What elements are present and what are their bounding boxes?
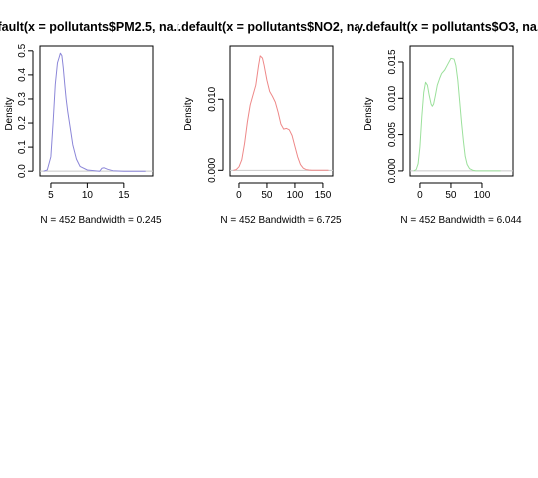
y-tick-label: 0.2 xyxy=(17,116,28,130)
y-tick-label: 0.005 xyxy=(387,122,398,147)
chart-title: density.default(x = pollutants$PM2.5, na… xyxy=(0,20,245,34)
y-axis-title: Density xyxy=(363,97,374,130)
x-tick-label: 10 xyxy=(82,190,94,201)
x-tick-label: 150 xyxy=(315,190,332,201)
density-curve xyxy=(413,57,501,172)
x-axis: 0 50 100 150 xyxy=(236,182,332,201)
y-tick-label: 0.4 xyxy=(17,68,28,82)
y-tick-label: 0.010 xyxy=(387,85,398,110)
x-tick-label: 0 xyxy=(236,190,242,201)
y-axis: 0.000 0.010 xyxy=(207,86,224,183)
y-tick-label: 0.5 xyxy=(17,43,28,57)
density-curve xyxy=(43,52,146,172)
y-axis-title: Density xyxy=(183,97,194,130)
x-tick-label: 50 xyxy=(445,190,457,201)
plot-frame xyxy=(39,45,154,177)
y-axis-title: Density xyxy=(4,97,15,130)
chart-title: density.default(x = pollutants$O3, na.rm… xyxy=(319,20,538,34)
plot-frame xyxy=(229,45,334,177)
x-tick-label: 100 xyxy=(287,190,304,201)
y-tick-label: 0.0 xyxy=(17,164,28,178)
x-tick-label: 0 xyxy=(417,190,423,201)
x-axis-subtitle: N = 452 Bandwidth = 0.245 xyxy=(40,215,162,226)
density-panel-2: density.default(x = pollutants$NO2, na.r… xyxy=(135,20,433,226)
plot-frame xyxy=(409,45,514,177)
y-tick-label: 0.000 xyxy=(387,158,398,183)
x-tick-label: 100 xyxy=(474,190,491,201)
x-axis: 5 10 15 xyxy=(48,182,130,201)
y-tick-label: 0.3 xyxy=(17,92,28,106)
y-axis: 0.0 0.1 0.2 0.3 0.4 0.5 xyxy=(17,43,34,178)
x-tick-label: 5 xyxy=(48,190,54,201)
x-axis-subtitle: N = 452 Bandwidth = 6.725 xyxy=(220,215,342,226)
chart-title: density.default(x = pollutants$NO2, na.r… xyxy=(135,20,433,34)
y-tick-label: 0.010 xyxy=(207,86,218,111)
density-curve xyxy=(233,55,329,171)
y-tick-label: 0.000 xyxy=(207,157,218,182)
x-tick-label: 15 xyxy=(118,190,130,201)
density-panel-3: density.default(x = pollutants$O3, na.rm… xyxy=(319,20,538,226)
x-axis: 0 50 100 xyxy=(417,182,491,201)
density-panel-1: density.default(x = pollutants$PM2.5, na… xyxy=(0,20,245,226)
x-tick-label: 50 xyxy=(261,190,273,201)
y-tick-label: 0.1 xyxy=(17,140,28,154)
x-axis-subtitle: N = 452 Bandwidth = 6.044 xyxy=(400,215,522,226)
y-tick-label: 0.015 xyxy=(387,49,398,74)
y-axis: 0.000 0.005 0.010 0.015 xyxy=(387,49,404,183)
